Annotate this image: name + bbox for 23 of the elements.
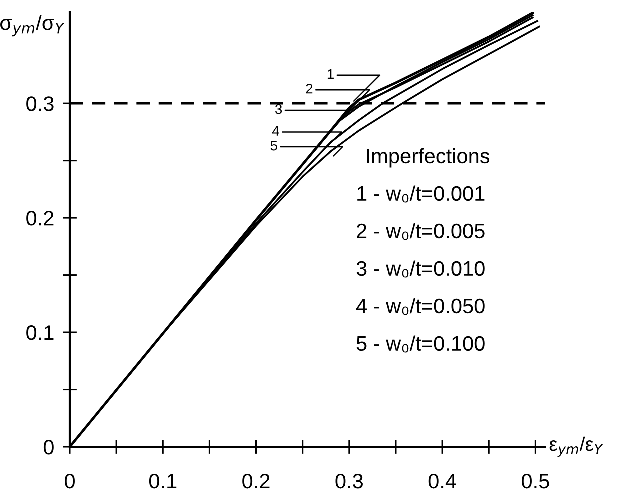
y-axis-title: σ$_{ym}$/σ$_{Y}$ <box>0 15 65 37</box>
annotation: 5 <box>270 141 278 151</box>
annotation: 1 - w₀/t=0.001 <box>358 186 485 203</box>
annotation: 4 - w₀/t=0.050 <box>356 298 485 316</box>
y-tick-label: 0.3 <box>26 96 54 112</box>
x-tick-label: 0.1 <box>149 474 177 489</box>
y-tick-label: 0.2 <box>26 211 54 226</box>
x-tick-label: 0 <box>65 474 75 489</box>
annotation: 3 - w₀/t=0.010 <box>356 260 485 278</box>
annotation: 2 <box>306 84 313 94</box>
x-tick-label: 0.4 <box>428 474 456 489</box>
annotation: 5 - w₀/t=0.100 <box>356 336 485 353</box>
annotation: 4 <box>272 126 280 136</box>
y-tick-label: 0 <box>44 440 54 455</box>
x-tick-label: 0.2 <box>242 474 270 489</box>
x-tick-label: 0.3 <box>336 474 363 489</box>
annotation: 1 <box>328 69 334 79</box>
annotation: Imperfections <box>367 148 490 168</box>
annotation: 3 <box>275 104 282 114</box>
x-axis-title: ε$_{ym}$/ε$_{Y}$ <box>550 436 604 457</box>
x-tick-label: 0.5 <box>522 474 550 489</box>
annotation: 2 - w₀/t=0.005 <box>357 223 485 240</box>
y-tick-label: 0.1 <box>26 326 54 340</box>
